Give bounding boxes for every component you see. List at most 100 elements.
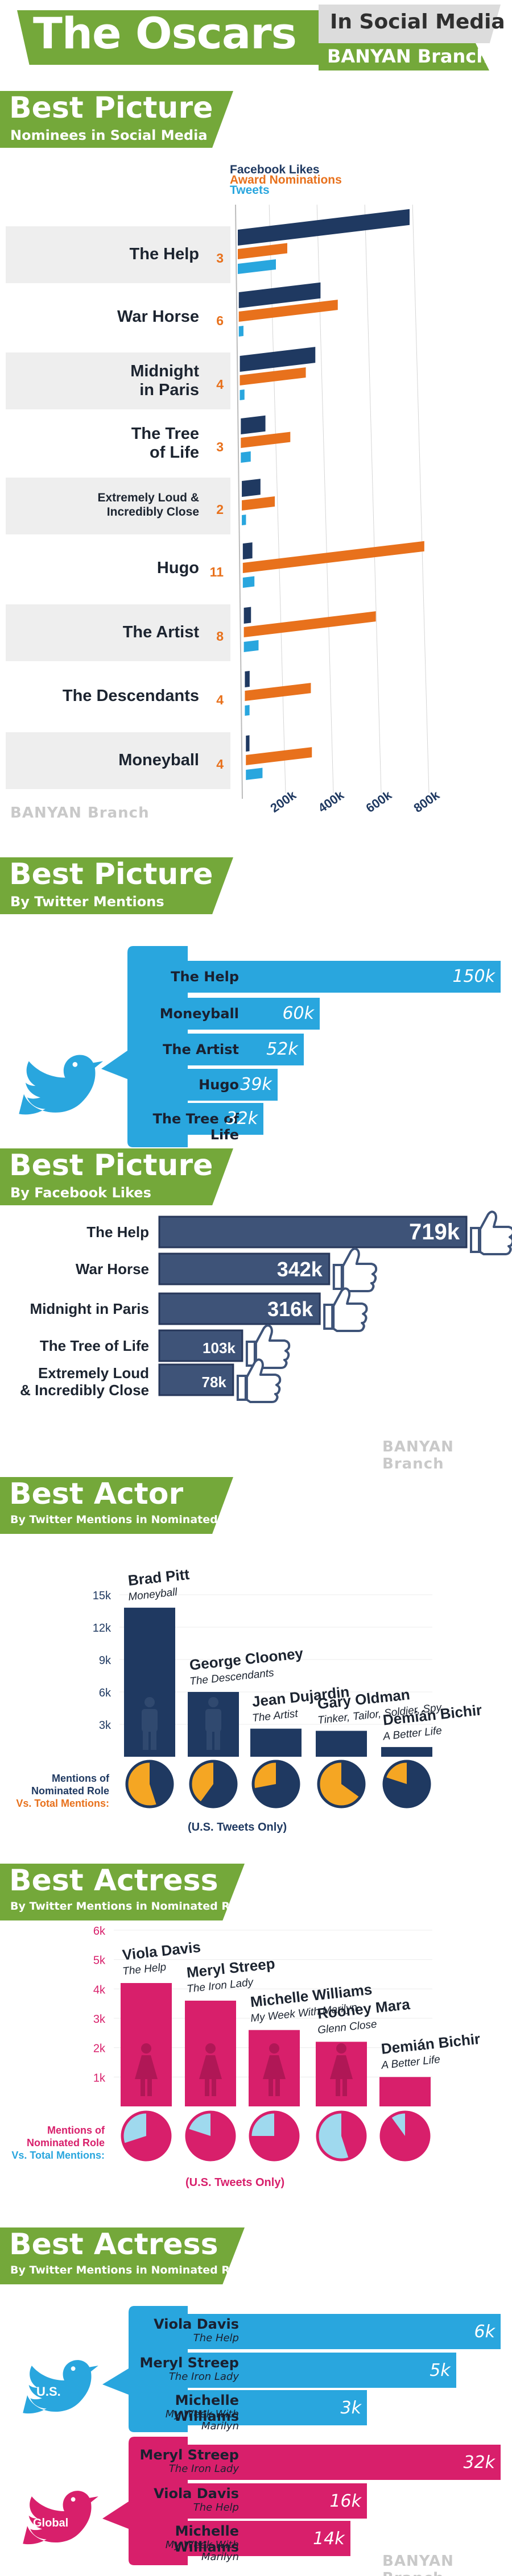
bar-nominations <box>241 432 291 448</box>
figure-head <box>205 2043 216 2054</box>
pie-label: Vs. Total Mentions: <box>11 2150 105 2161</box>
geo-bar-role: My Week With Marilyn <box>165 2408 239 2432</box>
actor-bar <box>250 1728 302 1757</box>
legend-item: Tweets <box>230 184 270 197</box>
section-banner-best-actress-geo: Best Actress By Twitter Mentions in Nomi… <box>0 2227 249 2284</box>
figure-head <box>269 2043 279 2054</box>
female-figure-icon <box>263 2043 286 2096</box>
page-subtitle: In Social Media <box>330 10 505 34</box>
nomination-count: 8 <box>216 629 224 644</box>
geo-bar-role: The Iron Lady <box>168 2371 239 2383</box>
bar-tweets <box>238 326 243 337</box>
bird-eye <box>71 2497 76 2502</box>
pie-slice <box>200 1761 237 1807</box>
nomination-count: 4 <box>216 692 224 707</box>
label-line: The Descendants <box>63 687 199 705</box>
geo-bar-role: My Week With Marilyn <box>165 2539 239 2563</box>
bar-facebook <box>238 209 410 246</box>
facebook-bar-label: Midnight in Paris <box>30 1300 149 1317</box>
section-banner-twitter-picture: Best Picture By Twitter Mentions <box>0 857 233 914</box>
figure-dress <box>263 2055 286 2079</box>
y-tick-label: 6k <box>99 1687 112 1699</box>
banner-bg <box>0 857 233 914</box>
category-label: Extremely Loud & Incredibly Close <box>97 491 199 518</box>
twitter-bar-value: 39k <box>240 1075 272 1094</box>
category-label: The Artist <box>123 623 200 641</box>
nomination-count: 3 <box>216 251 224 266</box>
geo-bar-value: 16k <box>329 2491 361 2511</box>
geo-bar-name: Michelle Williams <box>174 2523 239 2555</box>
bar-tweets <box>241 451 251 463</box>
pie-slice <box>150 1761 172 1806</box>
footnote: (U.S. Tweets Only) <box>188 1821 287 1834</box>
facebook-bar-value: 316k <box>267 1297 313 1321</box>
label-line: Extremely Loud & <box>97 491 199 504</box>
bar-facebook <box>243 607 251 624</box>
thumb-cuff <box>323 1304 334 1330</box>
bar-nominations <box>243 611 376 637</box>
geo-bar-role: The Help <box>193 2332 239 2344</box>
male-figure-icon <box>142 1697 158 1750</box>
y-tick-label: 9k <box>99 1654 112 1667</box>
facebook-bar <box>158 1363 234 1396</box>
bird-eye <box>71 2366 76 2371</box>
geo-bar <box>131 2445 501 2480</box>
bar-tweets <box>240 389 245 400</box>
geo-bar-value: 3k <box>340 2398 361 2418</box>
pie-slice <box>253 1761 299 1807</box>
thumbs-up-icon <box>236 1358 282 1403</box>
twitter-bar-label: The Artist <box>163 1042 239 1057</box>
section-subtitle: Nominees in Social Media <box>10 127 208 143</box>
actress-name: Meryl Streep <box>185 1955 275 1981</box>
banner-bg <box>0 2227 245 2284</box>
section-subtitle: By Twitter Mentions in Nominated Role <box>10 2264 249 2276</box>
section-title: Best Actress <box>9 2227 218 2262</box>
watermark: BANYAN Branch <box>382 2553 454 2576</box>
nomination-count: 2 <box>216 502 224 517</box>
bar-facebook <box>240 347 316 372</box>
label-line: Moneyball <box>118 751 199 769</box>
section-subtitle: By Facebook Likes <box>10 1185 151 1201</box>
y-tick-label: 15k <box>93 1590 112 1602</box>
row-band <box>6 226 230 283</box>
twitter-bird-icon <box>23 2491 98 2545</box>
twitter-bar <box>131 1069 278 1101</box>
facebook-bar <box>158 1252 331 1285</box>
banner-bg <box>0 1864 245 1920</box>
twitter-bar <box>131 1034 304 1065</box>
label-line: Incredibly Close <box>107 505 199 518</box>
actor-role: The Artist <box>251 1708 299 1724</box>
twitter-bar-label: Moneyball <box>159 1006 239 1022</box>
thumb-hand <box>254 1324 291 1369</box>
thumb-hand <box>341 1247 378 1292</box>
y-tick-label: 1k <box>93 2072 106 2084</box>
y-tick-label: 3k <box>93 2013 106 2026</box>
y-tick-label: 6k <box>93 1925 106 1938</box>
geo-label: Global <box>33 2517 68 2529</box>
bar-facebook <box>242 479 261 497</box>
figure-leg <box>143 1731 148 1750</box>
facebook-bar-value: 342k <box>277 1258 323 1281</box>
label-line: Midnight <box>130 362 199 380</box>
figure-leg <box>205 2079 209 2096</box>
figure-head <box>336 2043 346 2054</box>
facebook-bar-value: 103k <box>203 1339 236 1357</box>
facebook-bar-label: War Horse <box>76 1260 149 1277</box>
category-label: War Horse <box>117 308 199 326</box>
bar-tweets <box>238 259 276 274</box>
thumb-cuff <box>332 1264 343 1290</box>
twitter-bar-label: The Tree of Life <box>152 1111 240 1143</box>
thumbs-up-icon <box>323 1287 368 1332</box>
geo-bar-name: Michelle Williams <box>174 2392 239 2424</box>
female-figure-icon <box>199 2043 222 2096</box>
figure-head <box>141 2043 151 2054</box>
category-label: Midnight in Paris <box>130 362 199 399</box>
section-subtitle: By Twitter Mentions <box>10 894 164 910</box>
pie-slice <box>341 2112 365 2159</box>
label-line: The Tree <box>131 425 199 443</box>
actor-name: George Clooney <box>188 1645 304 1674</box>
section-banner-nominees: Best Picture Nominees in Social Media <box>0 91 233 148</box>
category-label: The Tree of Life <box>131 425 199 462</box>
